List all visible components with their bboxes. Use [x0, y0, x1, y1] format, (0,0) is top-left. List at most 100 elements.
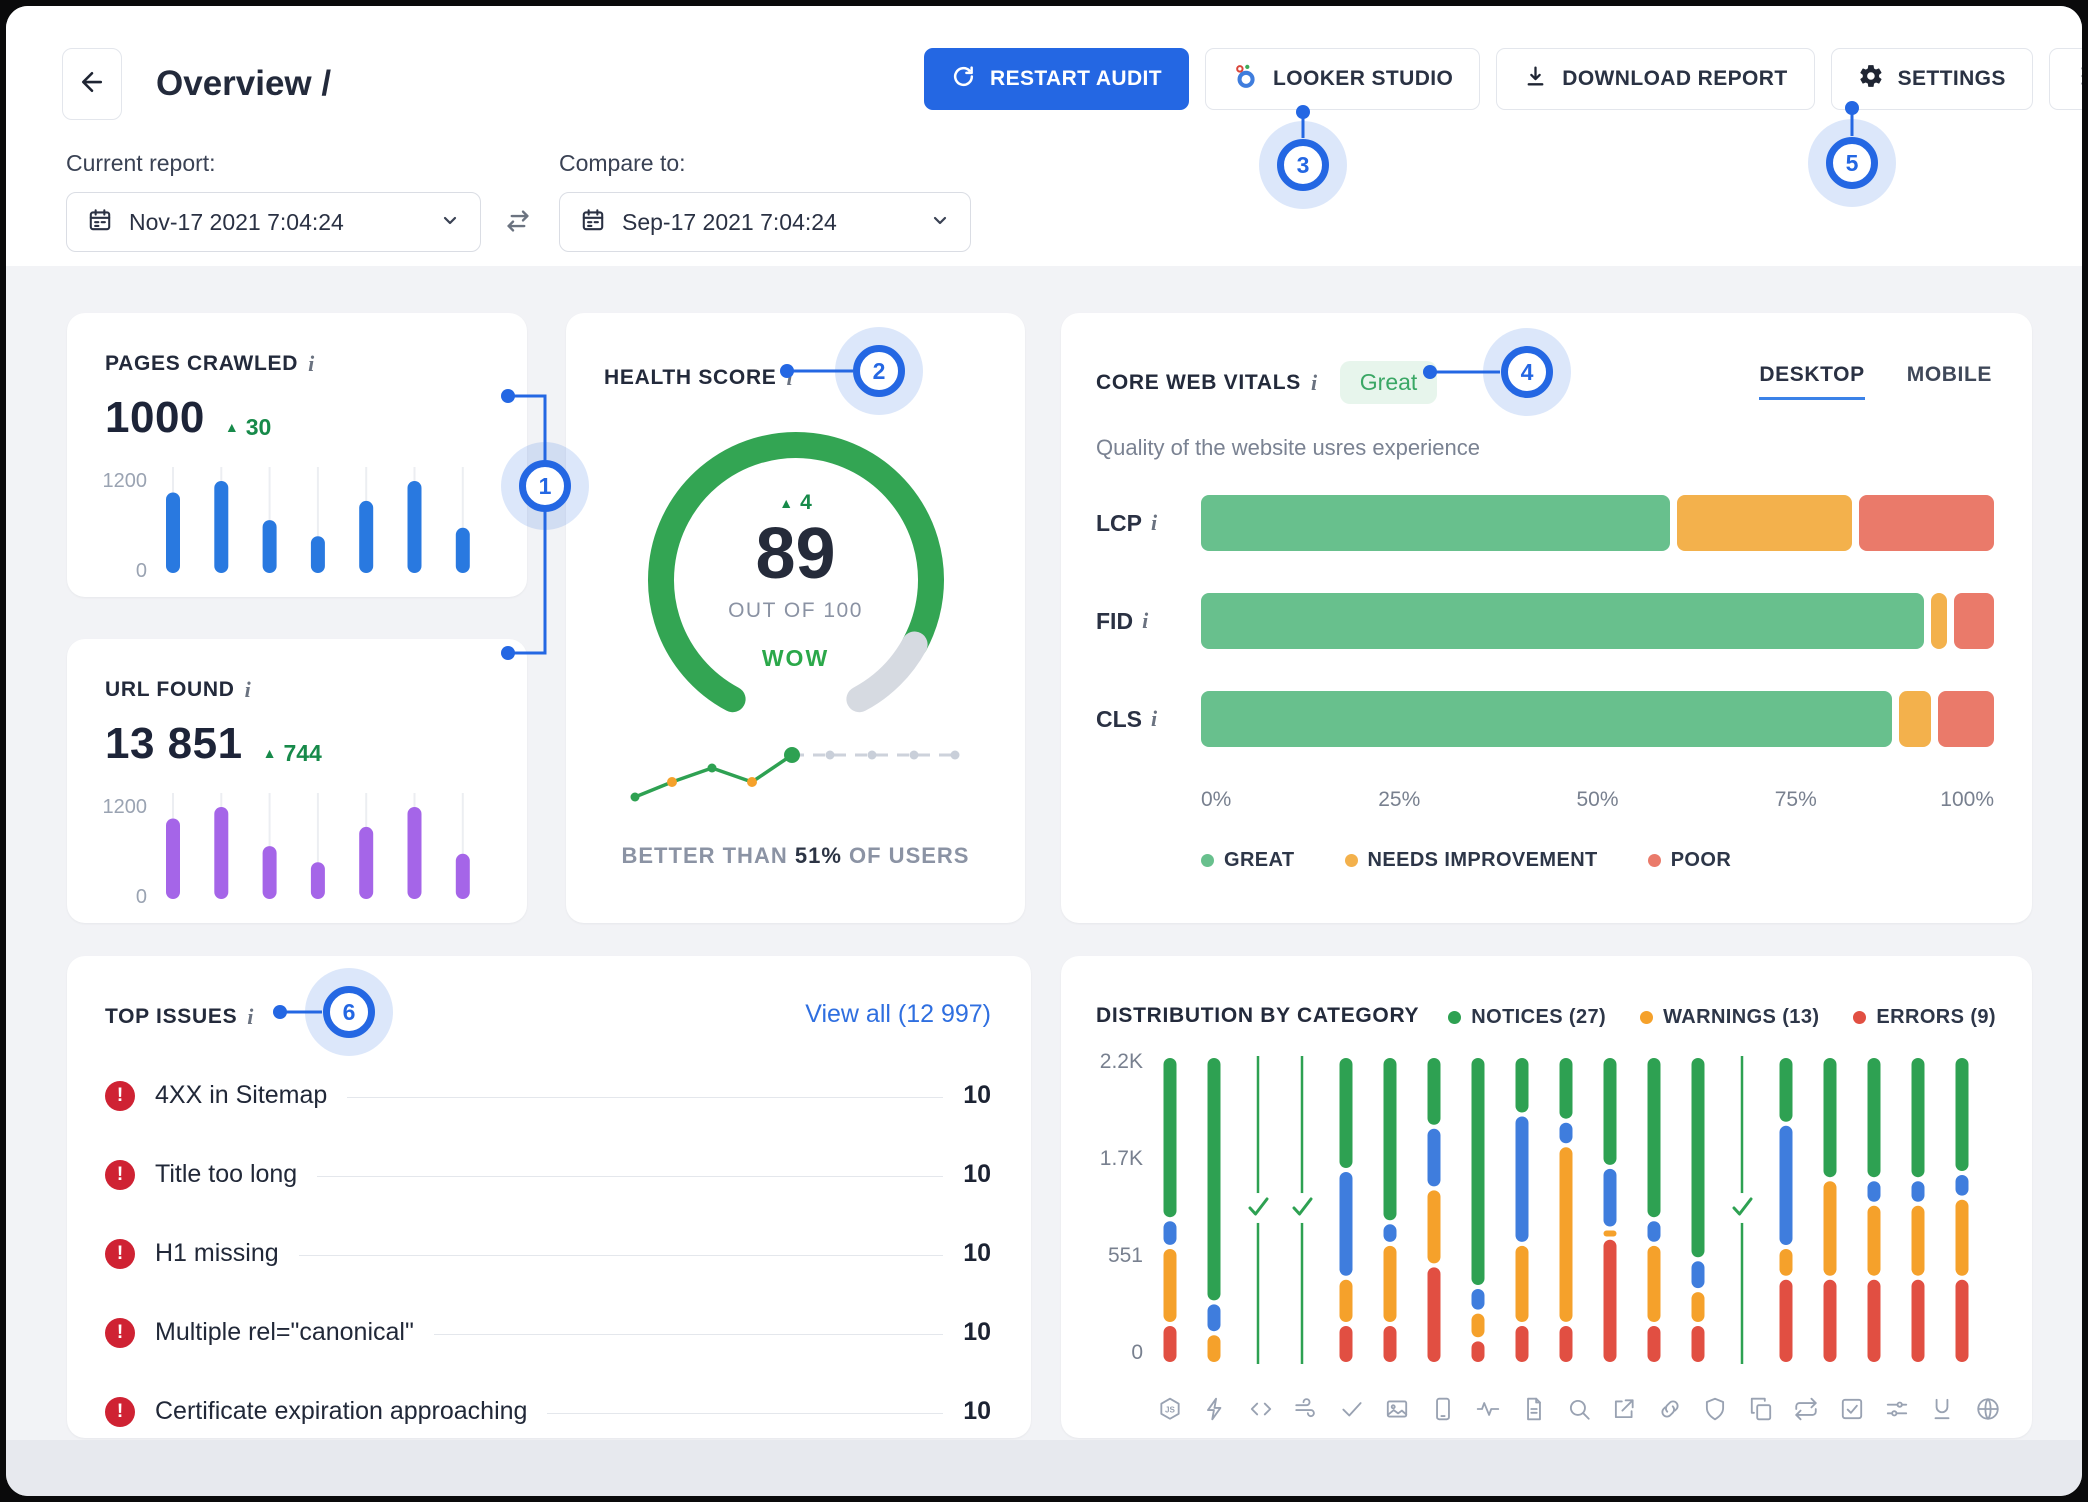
restart-audit-button[interactable]: RESTART AUDIT	[924, 48, 1189, 110]
issue-count: 10	[963, 1239, 991, 1268]
distribution-segment	[1692, 1261, 1705, 1288]
download-report-button[interactable]: DOWNLOAD REPORT	[1496, 48, 1814, 110]
bolt-icon[interactable]	[1202, 1396, 1228, 1427]
distribution-segment	[1516, 1058, 1529, 1113]
url-found-delta: 744	[283, 740, 321, 767]
svg-text:0: 0	[136, 886, 147, 905]
cwv-row-label: CLS i	[1096, 706, 1201, 733]
cwv-track	[1201, 593, 1994, 649]
image-icon[interactable]	[1384, 1396, 1410, 1427]
link-icon[interactable]	[1657, 1396, 1683, 1427]
distribution-segment	[1780, 1058, 1793, 1122]
svg-text:0: 0	[1131, 1341, 1143, 1364]
distribution-segment	[1648, 1246, 1661, 1322]
error-icon: !	[105, 1081, 135, 1111]
current-report-select[interactable]: Nov-17 2021 7:04:24	[66, 192, 481, 252]
issue-row[interactable]: ! Title too long 10	[105, 1135, 991, 1214]
code-icon[interactable]	[1248, 1396, 1274, 1427]
info-icon[interactable]: i	[308, 351, 315, 377]
compare-to-select[interactable]: Sep-17 2021 7:04:24	[559, 192, 971, 252]
distribution-segment	[1208, 1058, 1221, 1300]
download-icon	[1523, 64, 1548, 95]
health-trend-chart	[625, 740, 965, 825]
mini-bar	[311, 536, 325, 573]
distribution-svg: 2.2K1.7K5510	[1085, 1048, 1993, 1378]
distribution-segment	[1956, 1280, 1969, 1362]
pulse-icon[interactable]	[1475, 1396, 1501, 1427]
settings-button[interactable]: SETTINGS	[1831, 48, 2033, 110]
distribution-segment	[1912, 1206, 1925, 1276]
view-all-link[interactable]: View all (12 997)	[805, 1000, 991, 1029]
distribution-segment	[1384, 1326, 1397, 1362]
distribution-segment	[1472, 1314, 1485, 1338]
copy-icon[interactable]	[1748, 1396, 1774, 1427]
annotation-badge-6: 6	[305, 968, 393, 1056]
phone-icon[interactable]	[1430, 1396, 1456, 1427]
swap-dates-button[interactable]	[501, 206, 535, 241]
tab-mobile[interactable]: MOBILE	[1907, 363, 1992, 400]
info-icon[interactable]: i	[787, 365, 794, 391]
check-icon[interactable]	[1339, 1396, 1365, 1427]
url-found-card: URL FOUND i 13 851 ▲744 12000	[67, 639, 527, 923]
issue-count: 10	[963, 1397, 991, 1426]
file-icon[interactable]	[1521, 1396, 1547, 1427]
wind-icon[interactable]	[1293, 1396, 1319, 1427]
health-score-outof: OUT OF 100	[728, 599, 863, 623]
search-icon[interactable]	[1566, 1396, 1592, 1427]
looker-studio-button[interactable]: LOOKER STUDIO	[1205, 48, 1480, 110]
pages-crawled-title: PAGES CRAWLED	[105, 352, 298, 376]
mini-bar	[456, 854, 470, 899]
info-icon[interactable]: i	[245, 677, 252, 703]
mini-bar	[166, 493, 180, 574]
distribution-segment	[1692, 1292, 1705, 1322]
issue-label: Multiple rel="canonical"	[155, 1318, 414, 1347]
cwv-segment	[1931, 593, 1948, 649]
globe-icon[interactable]	[1975, 1396, 2001, 1427]
health-score-card: HEALTH SCORE i ▲4 89 OUT OF 100 WOW BETT…	[566, 313, 1025, 923]
tab-desktop[interactable]: DESKTOP	[1759, 363, 1864, 400]
annotation-badge-5: 5	[1808, 119, 1896, 207]
underline-icon[interactable]	[1929, 1396, 1955, 1427]
repeat-icon[interactable]	[1793, 1396, 1819, 1427]
distribution-segment	[1164, 1058, 1177, 1217]
distribution-segment	[1868, 1206, 1881, 1276]
sparkline	[625, 740, 965, 820]
svg-text:0: 0	[136, 560, 147, 579]
cwv-row: LCP i	[1096, 495, 1994, 551]
url-found-value: 13 851	[105, 719, 243, 769]
issue-row[interactable]: ! Multiple rel="canonical" 10	[105, 1293, 991, 1372]
external-icon[interactable]	[1611, 1396, 1637, 1427]
back-button[interactable]	[62, 48, 122, 120]
info-icon[interactable]: i	[1142, 608, 1148, 634]
cwv-segment	[1677, 495, 1852, 551]
info-icon[interactable]: i	[247, 1004, 254, 1030]
distribution-segment	[1868, 1181, 1881, 1202]
sliders-icon[interactable]	[1884, 1396, 1910, 1427]
issue-row[interactable]: ! 4XX in Sitemap 10	[105, 1056, 991, 1135]
legend-dot-icon	[1648, 854, 1661, 867]
shield-icon[interactable]	[1702, 1396, 1728, 1427]
distribution-segment	[1340, 1326, 1353, 1362]
legend-item: ERRORS (9)	[1853, 1006, 1996, 1029]
legend-dot-icon	[1345, 854, 1358, 867]
distribution-segment	[1560, 1123, 1573, 1144]
distribution-segment	[1560, 1326, 1573, 1362]
mini-bar	[263, 846, 277, 899]
issue-label: Title too long	[155, 1160, 297, 1189]
chevron-down-icon	[438, 208, 462, 237]
distribution-card: DISTRIBUTION BY CATEGORY NOTICES (27)WAR…	[1061, 956, 2032, 1438]
url-found-title: URL FOUND	[105, 678, 235, 702]
more-menu-button[interactable]	[2049, 48, 2082, 110]
issue-row[interactable]: ! H1 missing 10	[105, 1214, 991, 1293]
checkbox-icon[interactable]	[1839, 1396, 1865, 1427]
distribution-segment	[1472, 1058, 1485, 1285]
info-icon[interactable]: i	[1151, 706, 1157, 732]
distribution-segment	[1472, 1341, 1485, 1362]
info-icon[interactable]: i	[1151, 510, 1157, 536]
distribution-segment	[1824, 1280, 1837, 1362]
info-icon[interactable]: i	[1311, 370, 1318, 396]
annotation-badge-3: 3	[1259, 121, 1347, 209]
legend-dot-icon	[1448, 1011, 1461, 1024]
js-icon[interactable]: JS	[1157, 1396, 1183, 1427]
cwv-axis: 0%25%50%75%100%	[1201, 788, 1994, 818]
